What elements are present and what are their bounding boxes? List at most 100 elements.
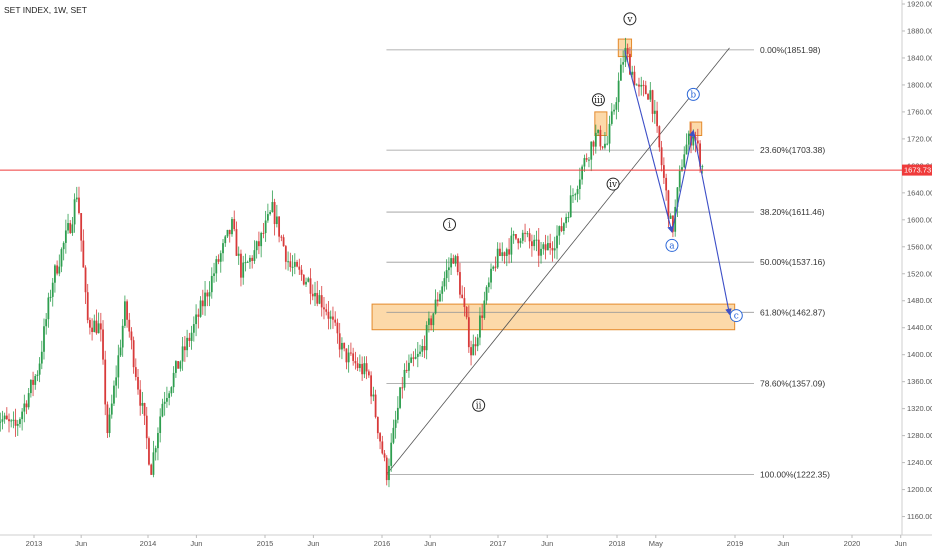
candle-body [119, 347, 122, 356]
candle-body [558, 226, 561, 236]
y-tick-label: 1640.00 [907, 188, 932, 197]
candle-body [485, 287, 488, 301]
candle-body [14, 419, 17, 426]
candle-body [535, 239, 538, 241]
candle-body [126, 301, 128, 320]
candle-body [622, 62, 625, 65]
candle-body [82, 240, 85, 268]
candle-body [653, 110, 656, 114]
candle-body [269, 211, 272, 215]
candle-body [89, 320, 91, 328]
candle-body [34, 375, 37, 385]
candle-body [581, 166, 584, 180]
candle-body [410, 357, 413, 363]
candle-body [8, 419, 10, 422]
candle-body [521, 232, 524, 241]
y-tick-label: 1200.00 [907, 485, 932, 494]
candle-body [49, 296, 52, 298]
x-tick-label: 2019 [727, 539, 744, 548]
candle-body [352, 353, 355, 361]
wave-circle [665, 238, 679, 252]
candle-body [311, 293, 314, 297]
candle-body [327, 311, 330, 319]
candle-body [372, 394, 375, 397]
candle-body [217, 259, 220, 262]
candle-body [505, 249, 508, 257]
wave-circle [606, 177, 620, 191]
candle-body [567, 217, 570, 219]
candle-body [233, 219, 236, 230]
candle-body [604, 143, 606, 148]
candle-body [347, 352, 350, 363]
candle-body [78, 197, 80, 214]
candle-body [617, 80, 620, 103]
candle-body [479, 315, 481, 338]
candle-body [454, 256, 457, 264]
candle-body [481, 315, 484, 318]
candle-body [483, 300, 486, 318]
wave-arrow [624, 50, 674, 234]
candle-body [161, 403, 164, 417]
fib-retracement: 0.00%(1851.98) 23.60%(1703.38) 38.20%(1611… [386, 45, 830, 479]
current-price-label: 1673.73 [904, 166, 931, 175]
candle-body [206, 292, 209, 297]
candle-body [108, 414, 111, 434]
candle-body [685, 144, 688, 155]
candle-body [467, 317, 470, 348]
candle-body [445, 270, 448, 279]
candle-body [676, 187, 679, 207]
chart-title: SET INDEX, 1W, SET [4, 5, 87, 15]
candle-body [168, 393, 171, 398]
candle-body [403, 369, 406, 388]
candle-body [174, 361, 177, 373]
candle-body [51, 282, 54, 297]
candle-body [432, 313, 435, 326]
y-tick-label: 1720.00 [907, 134, 932, 143]
y-tick-label: 1480.00 [907, 296, 932, 305]
candle-body [416, 353, 419, 357]
candle-body [470, 347, 472, 356]
candle-body [588, 159, 590, 161]
candle-body [338, 333, 341, 350]
candle-body [599, 129, 602, 147]
candle-body [658, 126, 661, 148]
candle-body [228, 229, 231, 235]
candle-body [503, 252, 506, 257]
candle-body [683, 154, 686, 168]
candle-body [93, 320, 96, 332]
candle-body [75, 197, 78, 200]
candle-body [560, 226, 563, 231]
candle-body [152, 452, 155, 475]
candle-body [166, 397, 168, 402]
candle-body [67, 223, 69, 231]
trend-lines [624, 50, 732, 316]
candle-body [412, 357, 415, 359]
candle-body [585, 158, 588, 160]
candle-body [681, 167, 683, 171]
candle-body [392, 427, 395, 443]
candle-body [325, 309, 328, 312]
candle-body [696, 140, 699, 144]
candle-body [38, 363, 41, 375]
candle-body [43, 326, 45, 352]
candle-body [669, 215, 672, 219]
candle-body [262, 232, 265, 234]
candle-body [396, 407, 399, 420]
wave-label: iv [609, 180, 618, 190]
candle-body [546, 243, 549, 251]
candle-body [544, 244, 547, 251]
candle-body [508, 249, 510, 255]
candle-body [224, 236, 227, 244]
candle-body [264, 220, 267, 234]
candle-body [271, 202, 274, 212]
candle-body [172, 372, 175, 388]
candle-body [139, 389, 142, 406]
x-axis: 2013 Jun 2014 Jun 2015 Jun 2016 Jun 2017 Jun 2018 M… [26, 535, 907, 548]
candle-body [638, 84, 640, 87]
y-axis: 1160.00 1200.00 1240.00 1280.00 1320.00 1360.… [902, 0, 932, 521]
wave-label: iii [594, 96, 603, 106]
candle-body [515, 234, 517, 239]
candle-body [19, 419, 21, 425]
candle-body [258, 241, 260, 247]
